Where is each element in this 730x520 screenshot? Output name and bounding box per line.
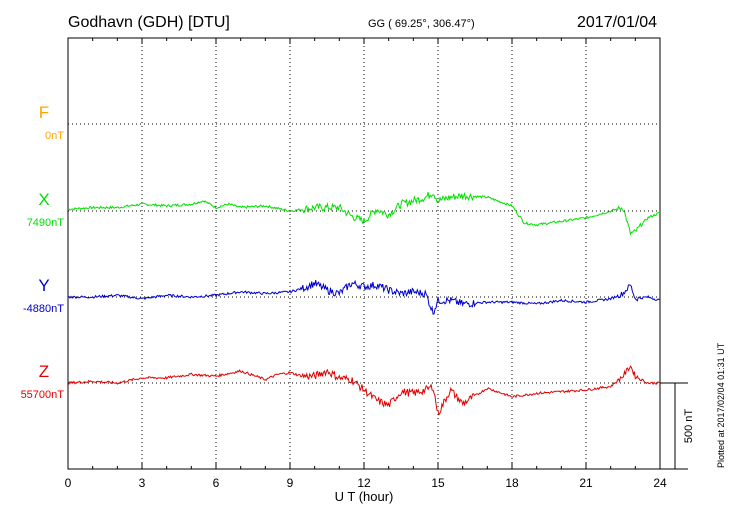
series-lines [67, 191, 661, 416]
x-tick-label: 24 [653, 476, 667, 490]
series-name-x: X [38, 190, 49, 209]
grid-lines [68, 38, 660, 469]
x-tick-label: 3 [139, 476, 146, 490]
series-line-y [67, 279, 661, 315]
series-baseline-y: -4880nT [23, 303, 64, 315]
x-tick-label: 21 [579, 476, 593, 490]
x-tick-label: 9 [287, 476, 294, 490]
plotted-timestamp: Plotted at 2017/02/04 01:31 UT [716, 342, 726, 468]
x-tick-label: 15 [431, 476, 445, 490]
x-axis-title: U T (hour) [335, 489, 394, 504]
series-baseline-x: 7490nT [27, 217, 65, 229]
station-title: Godhavn (GDH) [DTU] [68, 14, 230, 31]
x-tick-label: 0 [65, 476, 72, 490]
series-line-x [67, 191, 661, 236]
series-name-f: F [39, 103, 49, 122]
x-tick-label: 6 [213, 476, 220, 490]
x-axis-ticks: 0 3 6 9 12 15 18 21 24 [65, 38, 667, 490]
scale-bar: 500 nT [660, 382, 695, 470]
x-tick-label: 18 [505, 476, 519, 490]
coordinates-label: GG ( 69.25°, 306.47°) [368, 18, 475, 30]
series-baseline-f: 0nT [45, 130, 64, 142]
series-name-y: Y [38, 276, 49, 295]
series-baseline-z: 55700nT [21, 389, 65, 401]
series-labels: F 0nT X 7490nT Y -4880nT Z 55700nT [21, 103, 65, 401]
scale-bar-label: 500 nT [683, 409, 695, 444]
series-name-z: Z [39, 362, 49, 381]
series-line-z [67, 365, 660, 416]
date-label: 2017/01/04 [577, 14, 658, 31]
x-tick-label: 12 [357, 476, 371, 490]
